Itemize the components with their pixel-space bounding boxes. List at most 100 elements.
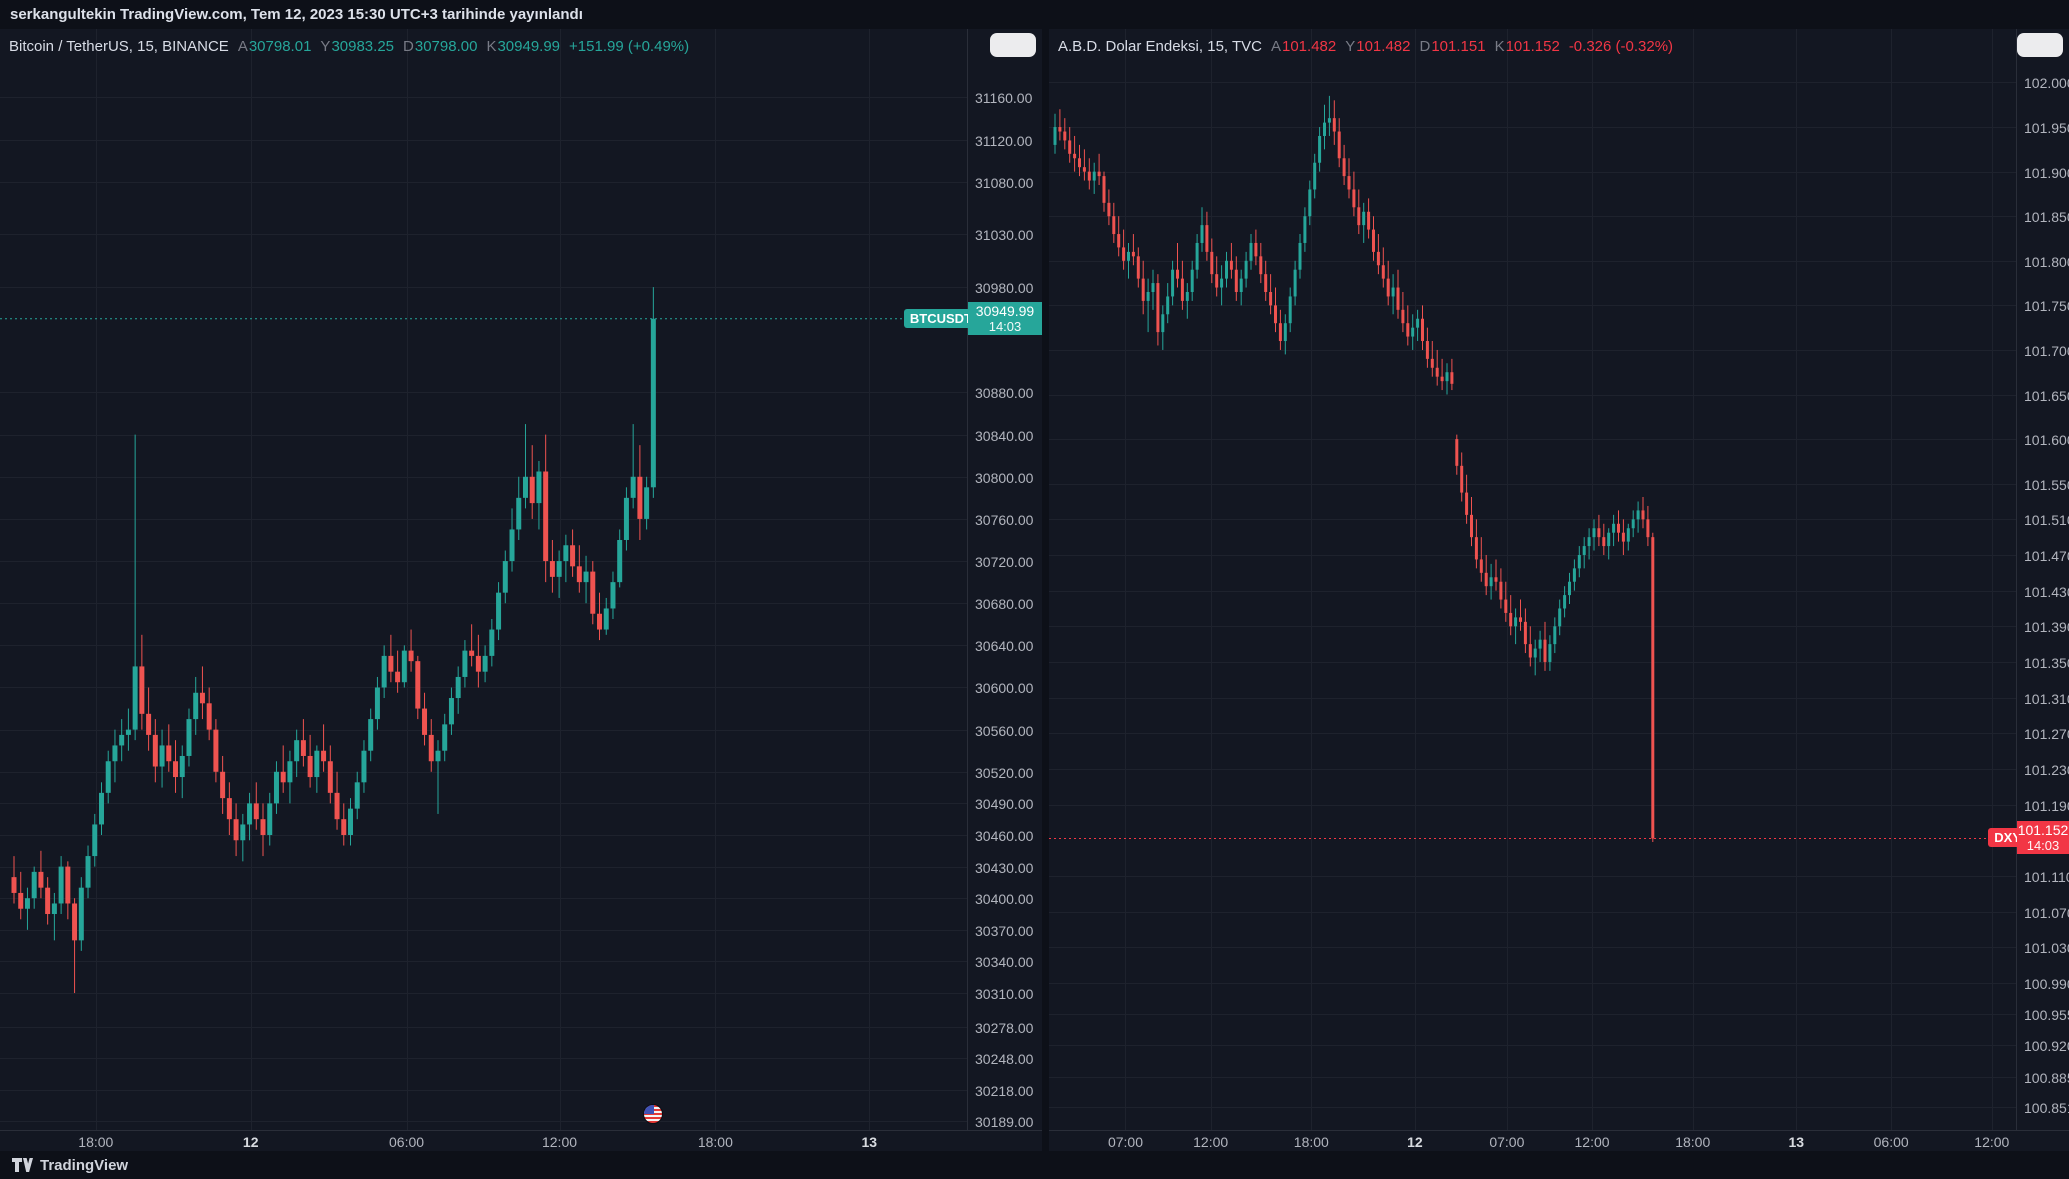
candlestick-canvas[interactable] <box>0 29 968 1130</box>
open-value: 101.482 <box>1282 38 1337 55</box>
price-tick-label: 30680.00 <box>975 595 1034 612</box>
price-tick-label: 101.700 <box>2024 342 2069 359</box>
price-tick-label: 101.650 <box>2024 387 2069 404</box>
price-tick-label: 31160.00 <box>975 89 1033 106</box>
price-tick-label: 30430.00 <box>975 859 1034 876</box>
time-tick-label: 12 <box>1407 1134 1423 1150</box>
time-tick-label: 12:00 <box>1193 1134 1229 1150</box>
price-tick-label: 100.990 <box>2024 975 2069 992</box>
tradingview-brand-text[interactable]: TradingView <box>40 1156 129 1174</box>
symbol-legend[interactable]: A.B.D. Dolar Endeksi, 15, TVC A101.482 Y10… <box>1058 38 1673 55</box>
high-key: Y <box>320 38 331 55</box>
price-tick-label: 30490.00 <box>975 795 1034 812</box>
price-tick-label: 101.390 <box>2024 618 2069 635</box>
price-tick-label: 102.000 <box>2024 74 2069 91</box>
price-tick-label: 30840.00 <box>975 427 1034 444</box>
time-tick-label: 12:00 <box>1974 1134 2010 1150</box>
price-tick-label: 100.851 <box>2024 1099 2069 1116</box>
candlestick-canvas[interactable] <box>1049 29 2017 1130</box>
time-tick-label: 12 <box>242 1134 259 1150</box>
symbol-title: Bitcoin / TetherUS, 15, BINANCE <box>9 38 229 55</box>
price-axis[interactable]: 101.152 14:03 102.000 101.950 101.900 101.8… <box>2016 29 2069 1130</box>
price-tick-label: 30640.00 <box>975 637 1034 654</box>
price-tick-label: 101.070 <box>2024 904 2069 921</box>
time-axis[interactable]: 18:00 12 06:00 12:00 18:00 13 <box>0 1130 1042 1152</box>
price-line-symbol-label: BTCUSDT <box>903 309 978 328</box>
pane-corner-button[interactable] <box>2017 33 2063 57</box>
time-tick-label: 07:00 <box>1489 1134 1525 1150</box>
time-tick-label: 13 <box>1788 1134 1805 1150</box>
low-key: D <box>403 38 414 55</box>
price-tick-label: 101.950 <box>2024 119 2069 136</box>
symbol-legend[interactable]: Bitcoin / TetherUS, 15, BINANCE A30798.01… <box>9 38 689 55</box>
close-value: 30949.99 <box>497 38 561 55</box>
last-price-value: 101.152 <box>2017 822 2069 838</box>
symbol-title: A.B.D. Dolar Endeksi, 15, TVC <box>1058 38 1262 55</box>
close-key: K <box>486 38 497 55</box>
high-value: 101.482 <box>1356 38 1411 55</box>
time-tick-label: 18:00 <box>697 1134 733 1150</box>
open-key: A <box>237 38 248 55</box>
price-tick-label: 30189.00 <box>975 1113 1034 1130</box>
price-tick-label: 100.955 <box>2024 1006 2069 1023</box>
tradingview-logo-icon[interactable] <box>12 1158 33 1172</box>
price-tick-label: 30760.00 <box>975 511 1034 528</box>
time-tick-label: 06:00 <box>389 1134 425 1150</box>
publish-bar: serkangultekin TradingView.com, Tem 12, … <box>0 0 2069 29</box>
price-tick-label: 101.750 <box>2024 297 2069 314</box>
price-tick-label: 101.550 <box>2024 476 2069 493</box>
price-tick-label: 101.110 <box>2024 868 2069 885</box>
price-tick-label: 101.850 <box>2024 208 2069 225</box>
time-tick-label: 07:00 <box>1107 1134 1143 1150</box>
close-value: 101.152 <box>1505 38 1560 55</box>
low-value: 30798.00 <box>414 38 478 55</box>
price-tick-label: 30460.00 <box>975 827 1034 844</box>
price-tick-label: 30248.00 <box>975 1050 1034 1067</box>
time-tick-label: 13 <box>861 1134 878 1150</box>
price-tick-label: 31030.00 <box>975 226 1034 243</box>
price-tick-label: 30400.00 <box>975 890 1034 907</box>
bar-countdown: 14:03 <box>988 319 1022 334</box>
pane-corner-button[interactable] <box>990 33 1036 57</box>
open-key: A <box>1270 38 1281 55</box>
time-tick-label: 18:00 <box>1293 1134 1329 1150</box>
price-tick-label: 101.800 <box>2024 253 2069 270</box>
price-tick-label: 101.270 <box>2024 725 2069 742</box>
price-tick-label: 101.350 <box>2024 654 2069 671</box>
bar-countdown: 14:03 <box>2026 838 2060 853</box>
time-tick-label: 18:00 <box>78 1134 114 1150</box>
price-tick-label: 101.310 <box>2024 690 2069 707</box>
price-tick-label: 30720.00 <box>975 553 1034 570</box>
low-key: D <box>1419 38 1431 55</box>
price-tick-label: 30218.00 <box>975 1082 1034 1099</box>
time-axis[interactable]: 07:00 12:00 18:00 12 07:00 12:00 18:00 13 06:00 1… <box>1049 1130 2069 1152</box>
time-tick-label: 12:00 <box>1574 1134 1610 1150</box>
last-price-badge: 30949.99 14:03 <box>968 302 1042 335</box>
chart-pane-btcusdt: Bitcoin / TetherUS, 15, BINANCE A30798.01… <box>0 29 1042 1152</box>
open-value: 30798.01 <box>248 38 312 55</box>
us-flag-economic-event-icon[interactable] <box>643 1104 663 1124</box>
price-tick-label: 30340.00 <box>975 953 1034 970</box>
price-tick-label: 101.900 <box>2024 164 2069 181</box>
price-tick-label: 101.430 <box>2024 583 2069 600</box>
price-tick-label: 30310.00 <box>975 985 1034 1002</box>
price-tick-label: 101.510 <box>2024 511 2069 528</box>
price-tick-label: 30600.00 <box>975 679 1034 696</box>
time-tick-label: 06:00 <box>1873 1134 1909 1150</box>
price-tick-label: 101.030 <box>2024 939 2069 956</box>
last-price-badge: 101.152 14:03 <box>2017 821 2069 854</box>
price-tick-label: 30880.00 <box>975 384 1034 401</box>
price-axis[interactable]: 30949.99 14:03 31160.00 31120.00 31080.00 3… <box>967 29 1042 1130</box>
close-key: K <box>1494 38 1505 55</box>
price-tick-label: 101.230 <box>2024 761 2069 778</box>
publish-info-text: serkangultekin TradingView.com, Tem 12, … <box>10 6 583 23</box>
price-tick-label: 30800.00 <box>975 469 1034 486</box>
last-price-value: 30949.99 <box>975 303 1035 319</box>
price-tick-label: 30980.00 <box>975 279 1034 296</box>
price-tick-label: 31120.00 <box>975 132 1033 149</box>
price-tick-label: 101.190 <box>2024 797 2069 814</box>
time-tick-label: 18:00 <box>1675 1134 1711 1150</box>
price-tick-label: 30560.00 <box>975 722 1034 739</box>
price-tick-label: 100.885 <box>2024 1069 2069 1086</box>
footer-bar: TradingView <box>0 1151 2069 1179</box>
